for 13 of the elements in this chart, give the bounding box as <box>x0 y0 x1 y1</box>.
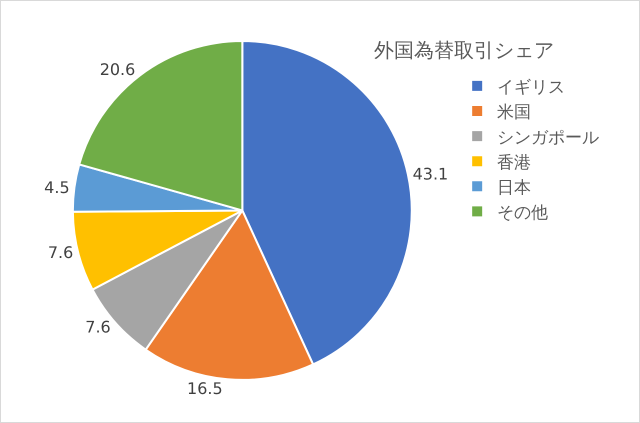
data-label: 7.6 <box>85 317 111 336</box>
chart-title: 外国為替取引シェア <box>374 38 554 62</box>
legend-label: 香港 <box>497 152 532 173</box>
data-label: 43.1 <box>412 164 448 184</box>
legend-label: 米国 <box>497 102 532 123</box>
legend-label: イギリス <box>497 78 566 98</box>
data-label: 4.5 <box>44 178 70 198</box>
legend-label: その他 <box>497 203 548 224</box>
data-label: 20.6 <box>100 60 136 79</box>
data-label: 7.6 <box>48 242 74 262</box>
legend-label: シンガポール <box>497 128 600 148</box>
data-label: 16.5 <box>187 379 223 398</box>
legend-label: 日本 <box>497 178 532 198</box>
